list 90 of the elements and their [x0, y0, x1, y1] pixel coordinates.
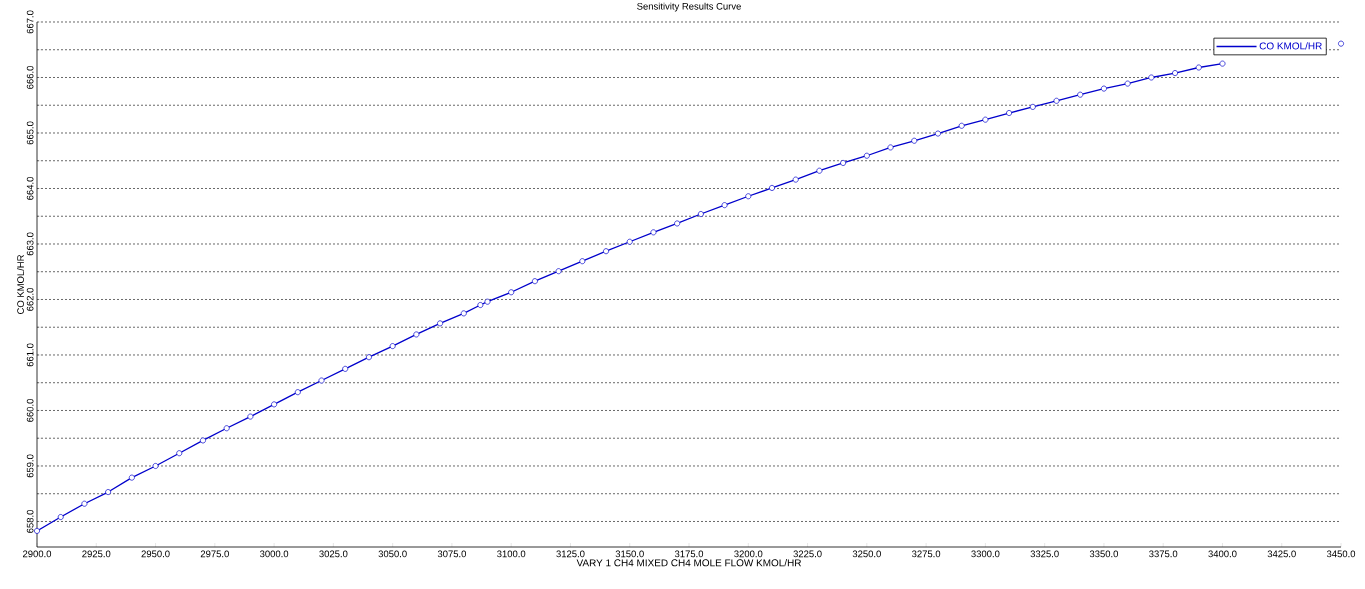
point — [318, 377, 325, 384]
point — [365, 354, 372, 361]
point — [477, 302, 484, 308]
point — [863, 152, 870, 159]
point — [437, 320, 444, 327]
point — [911, 137, 918, 144]
x-tick-label: 3275.0 — [911, 550, 941, 558]
point — [1029, 103, 1036, 110]
x-tick-label: 3250.0 — [852, 550, 881, 558]
point — [626, 238, 633, 245]
point — [769, 184, 775, 191]
x-tick-label: 3175.0 — [674, 550, 704, 558]
point — [1219, 60, 1226, 67]
point — [34, 527, 40, 534]
point — [128, 474, 135, 481]
point — [1124, 80, 1131, 87]
x-tick-label: 3450.0 — [1326, 550, 1356, 558]
point — [745, 193, 752, 200]
x-tick-label: 3025.0 — [319, 550, 348, 558]
chart-title: Sensitivity Results Curve — [637, 2, 741, 12]
x-tick-label: 2975.0 — [200, 550, 229, 558]
y-tick-label: 662.0 — [26, 288, 34, 311]
point — [674, 220, 681, 227]
x-tick-label: 3225.0 — [793, 550, 822, 558]
point — [389, 343, 396, 350]
point — [152, 463, 159, 469]
x-tick-label: 3350.0 — [1089, 550, 1119, 558]
point — [1338, 40, 1344, 47]
x-tick-label: 3200.0 — [734, 550, 763, 558]
point — [294, 389, 301, 396]
point — [57, 514, 64, 520]
point — [887, 144, 894, 151]
x-tick-label: 2900.0 — [22, 550, 52, 558]
point — [958, 122, 965, 129]
point — [531, 278, 538, 285]
y-tick-label: 666.0 — [26, 66, 34, 89]
point — [508, 289, 515, 296]
point — [697, 211, 704, 217]
y-tick-label: 664.0 — [26, 177, 34, 200]
point — [555, 268, 562, 275]
y-tick-label: 658.0 — [26, 510, 34, 533]
point — [1148, 74, 1155, 81]
y-tick-label: 659.0 — [26, 454, 34, 478]
point — [650, 229, 657, 236]
x-tick-label: 3425.0 — [1267, 550, 1296, 558]
point — [200, 437, 206, 444]
point — [1006, 110, 1013, 116]
x-tick-label: 2950.0 — [141, 550, 170, 558]
point — [982, 116, 989, 123]
legend-label: CO KMOL/HR — [1259, 42, 1322, 50]
x-tick-label: 3150.0 — [615, 550, 644, 558]
point — [81, 500, 88, 507]
point — [1195, 64, 1202, 71]
y-axis-title: CO KMOL/HR — [16, 254, 24, 314]
y-tick-label: 661.0 — [26, 343, 34, 367]
point — [721, 202, 728, 209]
x-tick-label: 3000.0 — [259, 550, 289, 558]
point — [247, 413, 254, 420]
y-tick-label: 665.0 — [26, 121, 34, 145]
point — [816, 167, 823, 174]
y-tick-label: 667.0 — [26, 10, 34, 34]
point — [342, 365, 349, 372]
point — [1077, 91, 1084, 98]
x-tick-label: 3075.0 — [437, 550, 467, 558]
point — [935, 130, 941, 137]
y-tick-label: 663.0 — [26, 232, 34, 256]
point — [460, 310, 467, 317]
point — [105, 489, 112, 496]
point — [223, 425, 230, 432]
point — [1053, 97, 1060, 104]
point — [271, 401, 278, 408]
x-axis-title: VARY 1 CH4 MIXED CH4 MOLE FLOW KMOL/HR — [576, 559, 801, 567]
point — [176, 450, 183, 457]
x-tick-label: 3300.0 — [971, 550, 1000, 558]
point — [792, 176, 799, 183]
x-tick-label: 3050.0 — [378, 550, 407, 558]
x-tick-label: 3325.0 — [1030, 550, 1059, 558]
point — [1100, 85, 1107, 92]
point — [579, 258, 586, 265]
point — [484, 298, 491, 305]
y-tick-label: 660.0 — [26, 399, 34, 422]
point — [603, 248, 609, 255]
x-tick-label: 3100.0 — [497, 550, 526, 558]
point — [840, 160, 847, 166]
x-tick-label: 3375.0 — [1149, 550, 1178, 558]
x-tick-label: 3125.0 — [556, 550, 585, 558]
x-tick-label: 2925.0 — [82, 550, 111, 558]
x-tick-label: 3400.0 — [1208, 550, 1237, 558]
point — [1172, 70, 1178, 76]
point — [413, 331, 420, 338]
